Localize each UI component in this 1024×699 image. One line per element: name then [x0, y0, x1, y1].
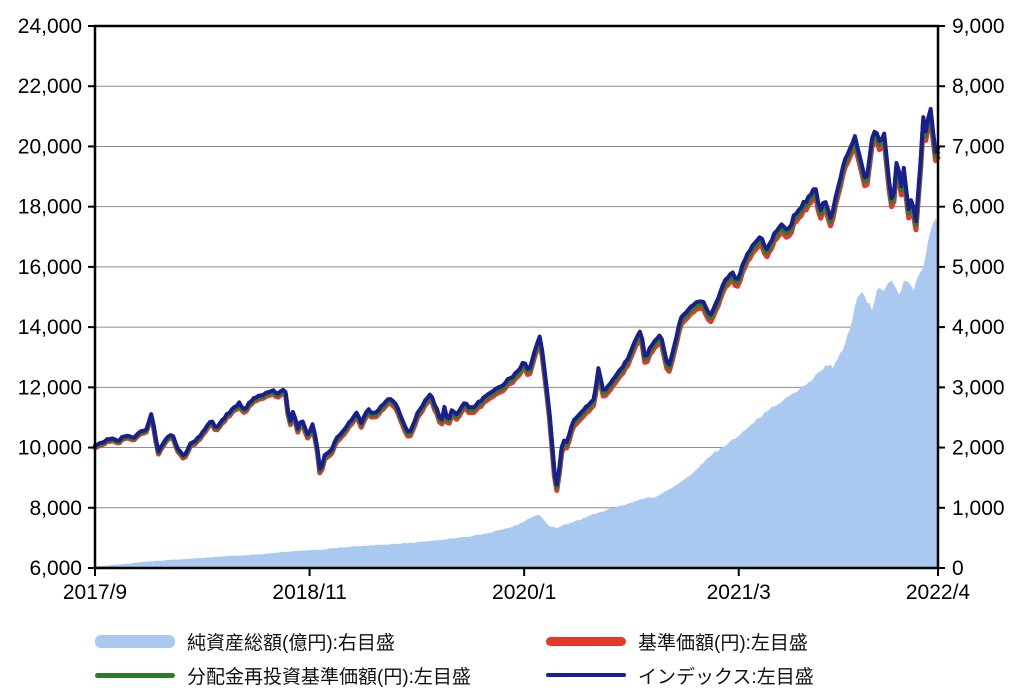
x-axis-label: 2021/3: [707, 581, 771, 604]
x-axis-label: 2020/1: [492, 581, 556, 604]
x-axis-label: 2018/11: [272, 581, 346, 604]
plot-border: [93, 24, 940, 570]
right-axis-label: 9,000: [952, 15, 1005, 38]
nav-line-swatch-icon: [546, 636, 626, 646]
legend-label-nav: 基準価額(円):左目盛: [638, 632, 808, 654]
left-axis-label: 16,000: [18, 256, 82, 279]
right-axis-label: 4,000: [952, 316, 1005, 339]
right-axis-label: 8,000: [952, 75, 1005, 98]
right-axis-label: 6,000: [952, 196, 1005, 219]
legend-label-reinvested-nav: 分配金再投資基準価額(円):左目盛: [187, 666, 471, 688]
chart-plot-area: 24,000 9,000 22,000 8,000 20,000 7,000 18,000 6…: [18, 15, 1005, 604]
x-axis-label: 2022/4: [906, 581, 971, 604]
left-axis-label: 20,000: [18, 135, 82, 158]
left-axis-label: 12,000: [18, 376, 82, 399]
left-axis-label: 6,000: [29, 557, 82, 580]
index-line-swatch-icon: [546, 673, 626, 677]
reinvested-nav-line-swatch-icon: [95, 672, 175, 678]
right-axis-label: 7,000: [952, 135, 1005, 158]
left-axis-label: 24,000: [18, 15, 82, 38]
left-axis-label: 8,000: [29, 497, 82, 520]
left-axis-label: 18,000: [18, 196, 82, 219]
net-assets-area-swatch-icon: [95, 634, 175, 648]
right-axis-label: 5,000: [952, 256, 1005, 279]
legend-item-nav: 基準価額(円):左目盛: [546, 628, 808, 654]
right-axis-label: 3,000: [952, 376, 1005, 399]
legend-item-net-assets: 純資産総額(億円):右目盛: [95, 628, 395, 654]
legend-item-reinvested-nav: 分配金再投資基準価額(円):左目盛: [95, 662, 471, 688]
right-axis-label: 1,000: [952, 497, 1005, 520]
left-axis-label: 14,000: [18, 316, 82, 339]
legend-label-net-assets: 純資産総額(億円):右目盛: [187, 632, 395, 654]
right-axis-label: 2,000: [952, 437, 1005, 460]
left-axis-label: 22,000: [18, 75, 82, 98]
index-line-series: [93, 106, 940, 487]
net-assets-area-series: [95, 218, 938, 568]
legend-item-index: インデックス:左目盛: [546, 662, 814, 688]
right-axis-label: 0: [952, 557, 964, 580]
left-axis-label: 10,000: [18, 437, 82, 460]
legend-label-index: インデックス:左目盛: [638, 666, 814, 688]
x-axis-label: 2017/9: [63, 581, 127, 604]
